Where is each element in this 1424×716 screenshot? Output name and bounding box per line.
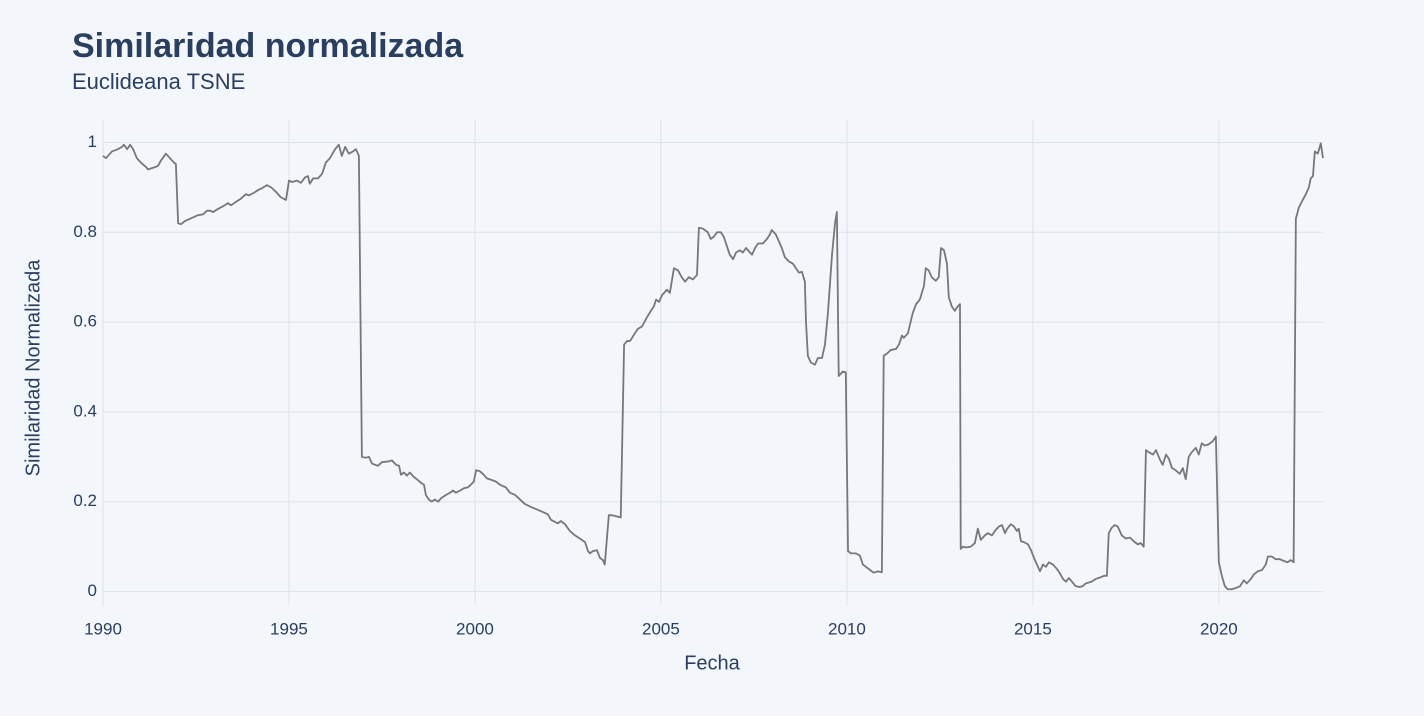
x-tick-label: 1995: [270, 619, 308, 638]
x-tick-label: 2005: [642, 619, 680, 638]
y-tick-label: 0: [88, 581, 97, 600]
y-tick-label: 0.8: [73, 222, 97, 241]
x-tick-label: 2020: [1200, 619, 1238, 638]
data-line: [102, 142, 1324, 591]
y-tick-label: 0.4: [73, 401, 97, 420]
x-tick-label: 2000: [456, 619, 494, 638]
y-tick-label: 0.2: [73, 491, 97, 510]
x-tick-label: 2010: [828, 619, 866, 638]
y-tick-label: 1: [88, 132, 97, 151]
y-tick-label: 0.6: [73, 312, 97, 331]
chart-title: Similaridad normalizada: [72, 27, 464, 65]
x-tick-label: 2015: [1014, 619, 1052, 638]
chart-subtitle: Euclideana TSNE: [72, 69, 245, 94]
x-tick-label: 1990: [84, 619, 122, 638]
x-axis-title: Fecha: [684, 652, 740, 674]
y-axis-title: Similaridad Normalizada: [22, 259, 44, 477]
